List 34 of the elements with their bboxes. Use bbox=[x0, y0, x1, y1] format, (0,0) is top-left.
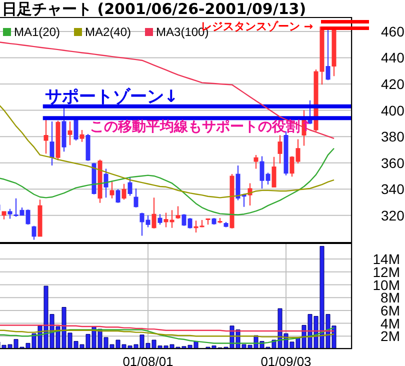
y-tick-label: 380 bbox=[381, 128, 405, 145]
candlestick bbox=[8, 208, 12, 220]
x-tick-label: 01/08/01 bbox=[122, 354, 174, 366]
candlestick bbox=[248, 182, 252, 206]
candlestick bbox=[104, 168, 108, 198]
y-tick-label: 420 bbox=[381, 76, 405, 92]
annotation: サポートゾーン↓ bbox=[45, 86, 178, 108]
legend-label: MA2(40) bbox=[85, 25, 132, 39]
x-tick-label: 01/09/03 bbox=[260, 354, 312, 366]
candlestick bbox=[74, 118, 78, 142]
candlestick bbox=[32, 225, 36, 240]
candlestick bbox=[68, 120, 72, 146]
candlestick bbox=[110, 181, 114, 199]
candlestick bbox=[116, 188, 120, 204]
candlestick bbox=[44, 118, 48, 154]
candlestick bbox=[80, 130, 84, 142]
candlestick bbox=[152, 197, 156, 230]
candlestick bbox=[128, 176, 132, 196]
y-tick-label: 360 bbox=[381, 154, 405, 171]
candlestick bbox=[254, 154, 258, 170]
chart-title: 日足チャート (2001/06/26-2001/09/13) bbox=[2, 0, 306, 19]
y-tick-label: 320 bbox=[381, 207, 405, 224]
y-tick-label: 400 bbox=[381, 102, 405, 118]
y-tick-label: 440 bbox=[381, 50, 405, 66]
candlestick bbox=[158, 214, 162, 226]
candlestick bbox=[272, 156, 276, 188]
y-tick-label: 340 bbox=[381, 181, 405, 198]
candlestick bbox=[50, 120, 54, 166]
y-tick-label: 460 bbox=[381, 23, 405, 40]
candlestick bbox=[176, 206, 180, 220]
candlestick bbox=[122, 183, 126, 200]
legend-label: MA1(20) bbox=[14, 25, 60, 39]
candlestick bbox=[278, 134, 282, 164]
candlestick bbox=[134, 188, 138, 208]
